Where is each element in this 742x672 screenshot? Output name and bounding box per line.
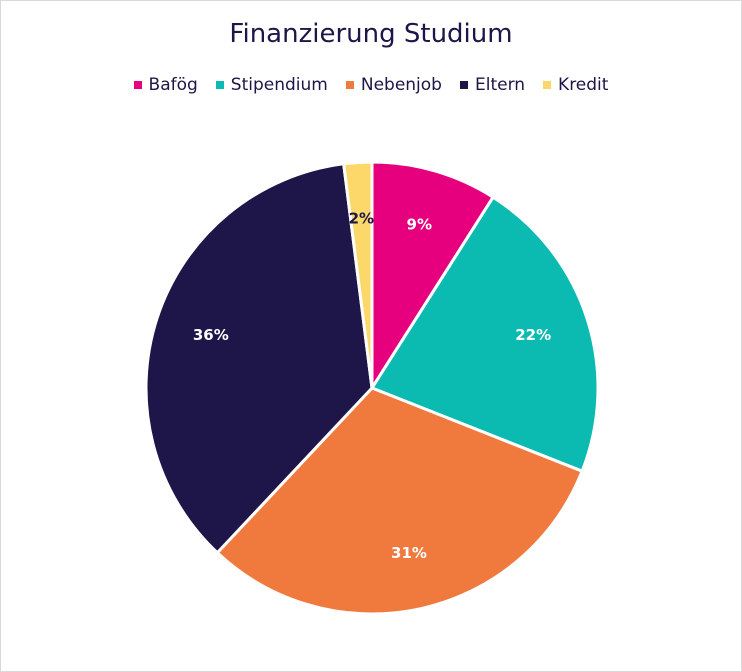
data-label-eltern: 36% <box>193 326 229 344</box>
pie-slice-stipendium <box>370 195 600 473</box>
pie-labels: 9% 22% 31% 36% 2% <box>193 209 551 562</box>
legend-label-bafoeg: Bafög <box>148 75 198 95</box>
legend-item-nebenjob: Nebenjob <box>345 75 442 95</box>
legend-swatch-stipendium <box>215 81 224 89</box>
legend-swatch-nebenjob <box>345 81 354 89</box>
data-label-kredit: 2% <box>349 209 374 227</box>
chart-title: Finanzierung Studium <box>229 19 513 49</box>
legend-swatch-kredit <box>543 81 552 89</box>
chart-legend: Bafög Stipendium Nebenjob Eltern Kredit <box>1 75 741 95</box>
legend-label-kredit: Kredit <box>558 75 609 95</box>
legend-label-stipendium: Stipendium <box>230 75 328 95</box>
data-label-baf-g: 9% <box>407 216 432 234</box>
legend-item-eltern: Eltern <box>459 75 526 95</box>
pie-slice-baf-g <box>370 160 495 390</box>
pie-slice-nebenjob <box>215 386 584 616</box>
legend-swatch-bafoeg <box>133 81 142 89</box>
data-label-nebenjob: 31% <box>391 544 427 562</box>
legend-item-stipendium: Stipendium <box>215 75 328 95</box>
legend-item-kredit: Kredit <box>543 75 608 95</box>
pie-slice-eltern <box>144 162 374 555</box>
data-label-stipendium: 22% <box>515 326 551 344</box>
pie-slice-kredit <box>342 160 374 390</box>
pie-slices <box>144 160 600 616</box>
legend-item-bafoeg: Bafög <box>133 75 198 95</box>
legend-label-eltern: Eltern <box>474 75 526 95</box>
legend-label-nebenjob: Nebenjob <box>360 75 442 95</box>
legend-swatch-eltern <box>459 81 468 89</box>
